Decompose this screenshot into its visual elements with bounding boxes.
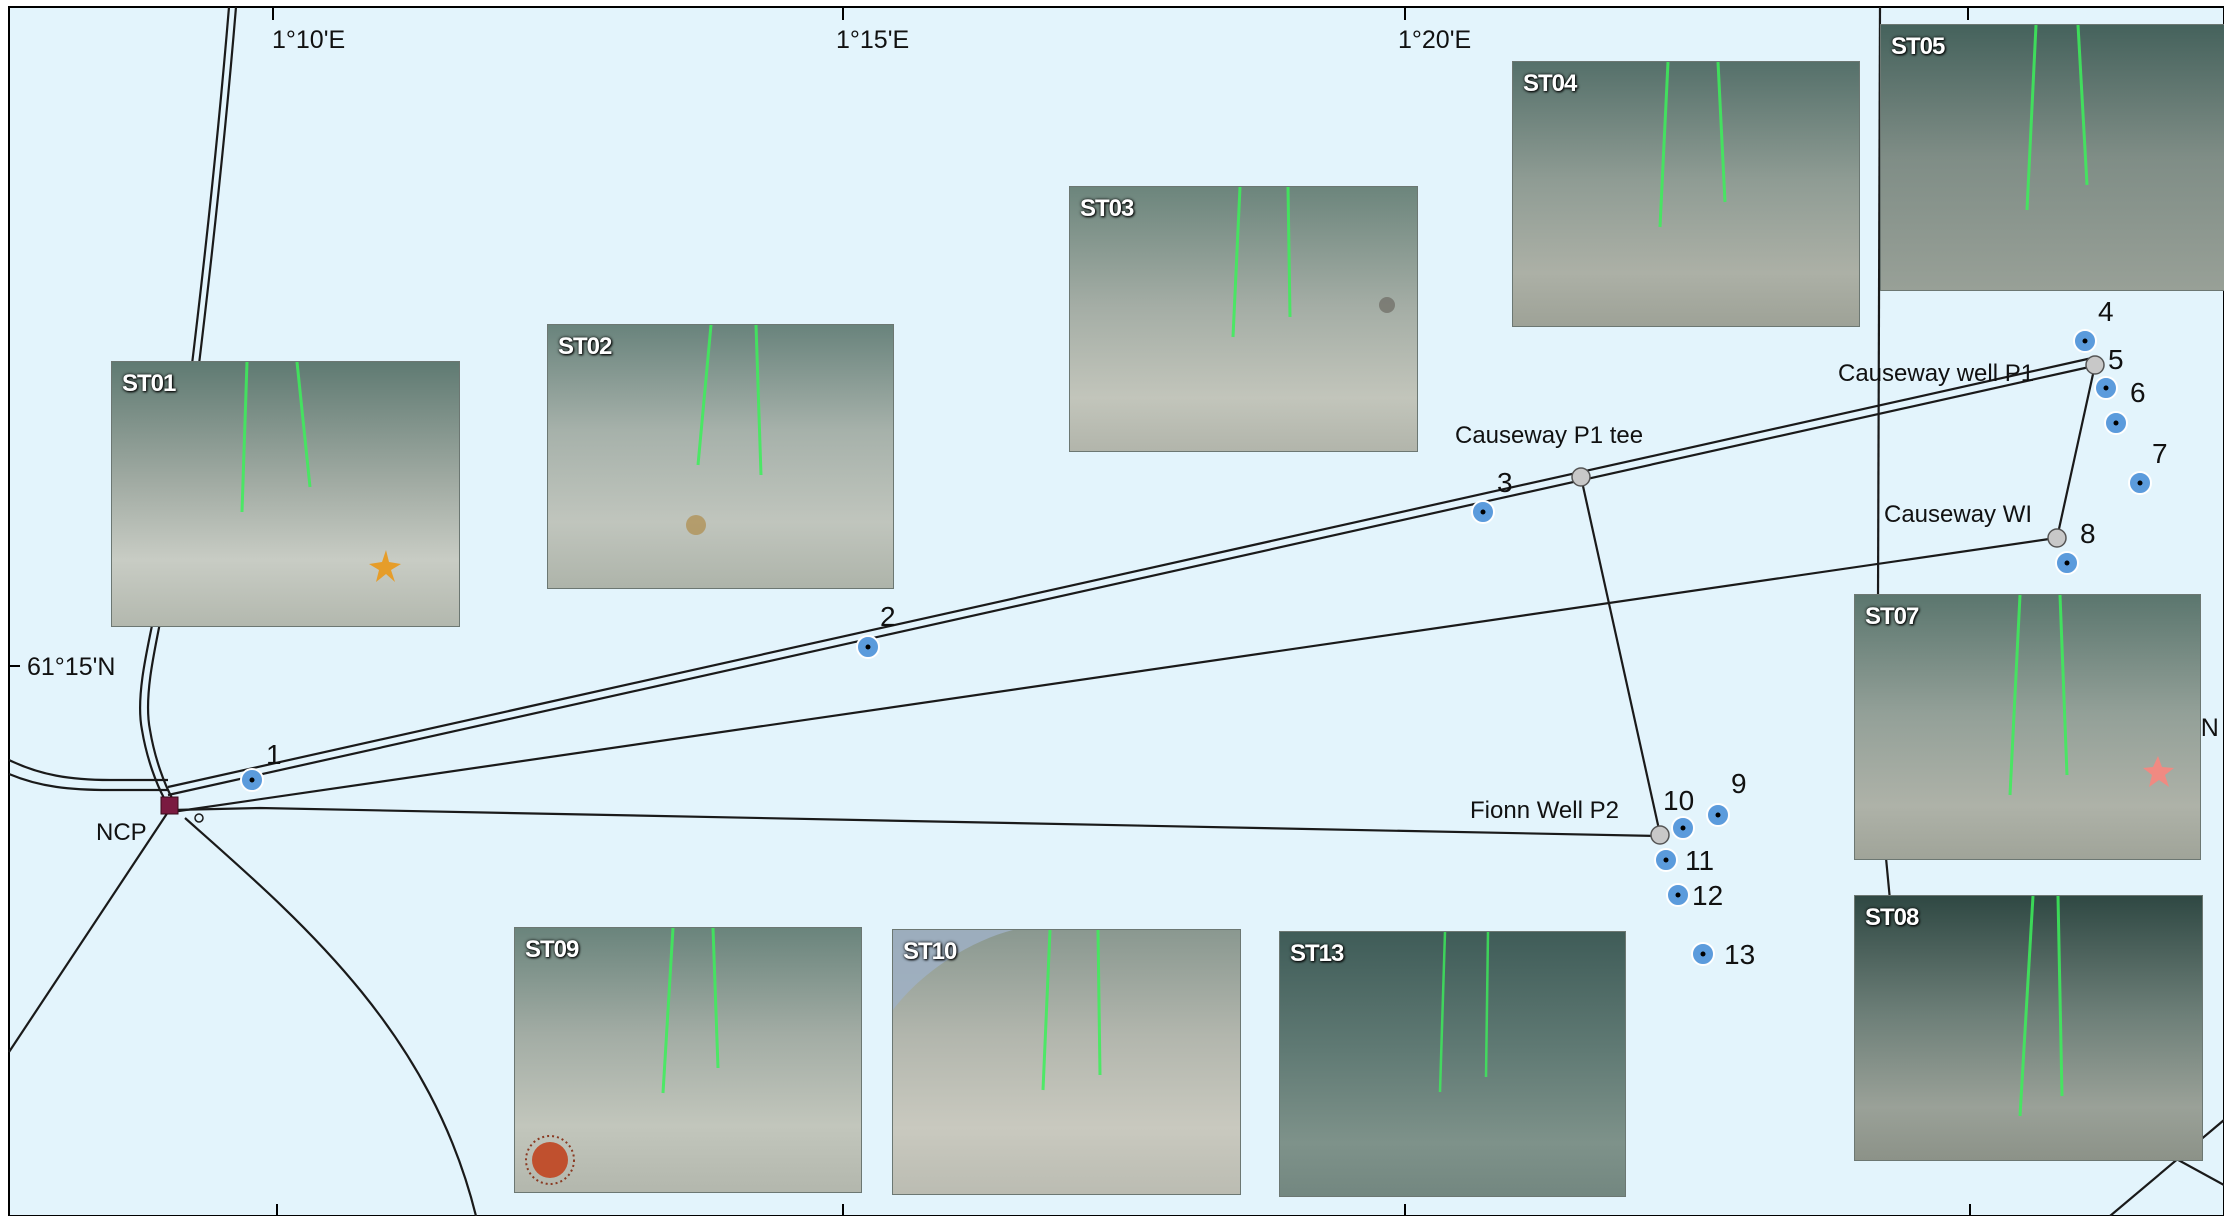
- pipeline-west-b: [8, 772, 168, 792]
- laser-lines: [1658, 62, 1727, 228]
- laser-lines: [893, 930, 1102, 1091]
- urchin-icon: [525, 1135, 575, 1185]
- pipeline-east-b: [1884, 857, 1892, 901]
- station-label-3: 3: [1497, 467, 1513, 498]
- ncp-platform-icon: [160, 796, 179, 815]
- causeway-well-p1-node: [2085, 355, 2105, 375]
- station-5: [2094, 376, 2118, 400]
- pipeline-east-c: [2109, 1119, 2224, 1216]
- photo-st02[interactable]: ST02: [547, 324, 894, 589]
- station-label-4: 4: [2098, 296, 2114, 327]
- station-label-5: 5: [2108, 344, 2124, 375]
- laser-lines: [240, 362, 401, 582]
- station-label-13: 13: [1724, 939, 1755, 970]
- station-12: [1666, 883, 1690, 907]
- laser-lines: [686, 325, 763, 535]
- station-label-11: 11: [1685, 845, 1714, 876]
- station-6: [2104, 411, 2128, 435]
- causeway-well-p1-label: Causeway well P1: [1838, 360, 2034, 387]
- station-label-8: 8: [2080, 518, 2096, 549]
- pipeline-to-wi: [171, 536, 2057, 814]
- causeway-wi-node: [2047, 528, 2067, 548]
- photo-label-st09: ST09: [525, 936, 579, 963]
- photo-st01[interactable]: ST01: [111, 361, 460, 627]
- photo-st05[interactable]: ST05: [1880, 24, 2224, 291]
- pipeline-west-a: [8, 759, 168, 782]
- pipeline-tee-to-fionn: [1579, 476, 1662, 835]
- lon-label-3: 1°20'E: [1398, 26, 1471, 54]
- fionn-well-p2-label: Fionn Well P2: [1470, 797, 1619, 824]
- photo-label-st07: ST07: [1865, 603, 1919, 630]
- photo-label-st04: ST04: [1523, 70, 1577, 97]
- causeway-wi-label: Causeway WI: [1884, 501, 2032, 528]
- station-1: [240, 768, 264, 792]
- photo-label-st01: ST01: [122, 370, 176, 397]
- graticule-ticks: [9, 7, 1971, 1216]
- photo-label-st13: ST13: [1290, 940, 1344, 967]
- photo-label-st02: ST02: [558, 333, 612, 360]
- causeway-p1-tee-label: Causeway P1 tee: [1455, 422, 1643, 449]
- station-label-10: 10: [1663, 785, 1694, 816]
- installation-nodes: [160, 355, 2105, 845]
- photo-label-st10: ST10: [903, 938, 957, 965]
- starfish-icon: [369, 550, 401, 582]
- pipeline-to-well-p1-b: [167, 364, 2095, 797]
- station-4: [2073, 329, 2097, 353]
- station-2: [856, 635, 880, 659]
- photo-label-st08: ST08: [1865, 904, 1919, 931]
- photo-st10[interactable]: ST10: [892, 929, 1241, 1195]
- photo-st04[interactable]: ST04: [1512, 61, 1860, 327]
- map-frame: [8, 6, 2224, 1216]
- photo-st07[interactable]: ST07: [1854, 594, 2201, 860]
- laser-lines: [2025, 25, 2089, 211]
- lat-label-partial: 'N: [2196, 714, 2219, 742]
- pipeline-wi-to-p1: [2055, 364, 2097, 539]
- fish-icon: [893, 930, 1013, 1010]
- ncp-label: NCP: [96, 819, 147, 846]
- station-9: [1706, 803, 1730, 827]
- station-7: [2128, 471, 2152, 495]
- photo-st08[interactable]: ST08: [1854, 895, 2203, 1161]
- pipeline-east-a: [1876, 6, 1882, 601]
- lon-label-1: 1°10'E: [272, 26, 345, 54]
- laser-lines: [1438, 932, 1490, 1093]
- pipeline-to-fionn: [171, 806, 1659, 838]
- station-label-9: 9: [1731, 768, 1747, 799]
- causeway-p1-tee-node: [1571, 467, 1591, 487]
- lat-label-1: 61°15'N: [27, 653, 115, 681]
- laser-lines: [525, 928, 720, 1185]
- pipeline-southeast: [184, 817, 478, 1216]
- lon-label-2: 1°15'E: [836, 26, 909, 54]
- station-label-6: 6: [2130, 377, 2146, 408]
- laser-lines: [2008, 595, 2174, 796]
- photo-label-st03: ST03: [1080, 195, 1134, 222]
- pipelines: [8, 6, 2224, 1216]
- fionn-well-p2-node: [1650, 825, 1670, 845]
- station-10: [1671, 816, 1695, 840]
- station-label-12: 12: [1692, 880, 1723, 911]
- pipeline-to-well-p1-a: [167, 356, 2093, 789]
- station-label-1: 1: [266, 739, 282, 770]
- station-13: [1691, 942, 1715, 966]
- station-labels: 1 2 3 4 5 6 7 8 9 10 11 12 13: [266, 296, 2168, 970]
- station-label-2: 2: [880, 601, 896, 632]
- pipeline-southwest: [8, 811, 169, 1053]
- laser-lines: [2018, 896, 2064, 1117]
- laser-lines: [1231, 187, 1395, 338]
- photo-st13[interactable]: ST13: [1279, 931, 1626, 1197]
- starfish-icon: [2143, 756, 2174, 787]
- station-label-7: 7: [2152, 438, 2168, 469]
- station-11: [1654, 848, 1678, 872]
- photo-label-st05: ST05: [1891, 33, 1945, 60]
- stations: [240, 329, 2152, 966]
- photo-st09[interactable]: ST09: [514, 927, 862, 1193]
- photo-st03[interactable]: ST03: [1069, 186, 1418, 452]
- ncp-subsea-node: [194, 813, 204, 823]
- station-8: [2055, 551, 2079, 575]
- station-3: [1471, 500, 1495, 524]
